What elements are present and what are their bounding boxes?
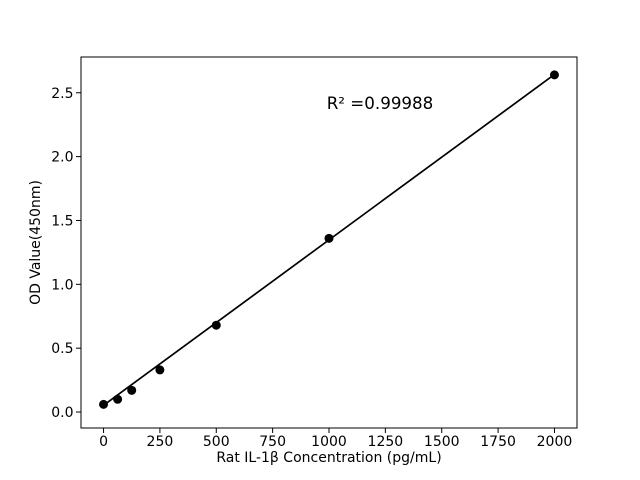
x-tick-label: 1250 [368, 434, 404, 450]
y-tick-label: 1.0 [51, 277, 73, 293]
data-point [155, 365, 165, 375]
data-point [99, 399, 109, 409]
data-point [211, 320, 221, 330]
x-tick-label: 1500 [424, 434, 460, 450]
x-tick-label: 1750 [480, 434, 516, 450]
data-point [549, 70, 559, 80]
plot-area: 0 250 500 750 1000 1250 1500 1750 2000 0.0 0.5 1.0 1… [51, 56, 578, 450]
x-tick-label: 2000 [537, 434, 573, 450]
x-tick-label: 500 [203, 434, 230, 450]
data-point [127, 385, 137, 395]
y-axis-label: OD Value(450nm) [28, 180, 44, 305]
y-tick-label: 2.0 [51, 150, 73, 166]
x-tick-label: 250 [147, 434, 174, 450]
data-point [113, 394, 123, 404]
data-point [324, 233, 334, 243]
x-tick-label: 0 [99, 434, 108, 450]
y-tick-label: 0.0 [51, 405, 73, 421]
r-squared-annotation: R² =0.99988 [327, 93, 434, 113]
x-axis-label: Rat IL-1β Concentration (pg/mL) [216, 450, 441, 466]
y-tick-label: 1.5 [51, 213, 73, 229]
y-tick-label: 2.5 [51, 86, 73, 102]
x-tick-label: 750 [259, 434, 286, 450]
y-tick-label: 0.5 [51, 341, 73, 357]
x-tick-label: 1000 [311, 434, 347, 450]
